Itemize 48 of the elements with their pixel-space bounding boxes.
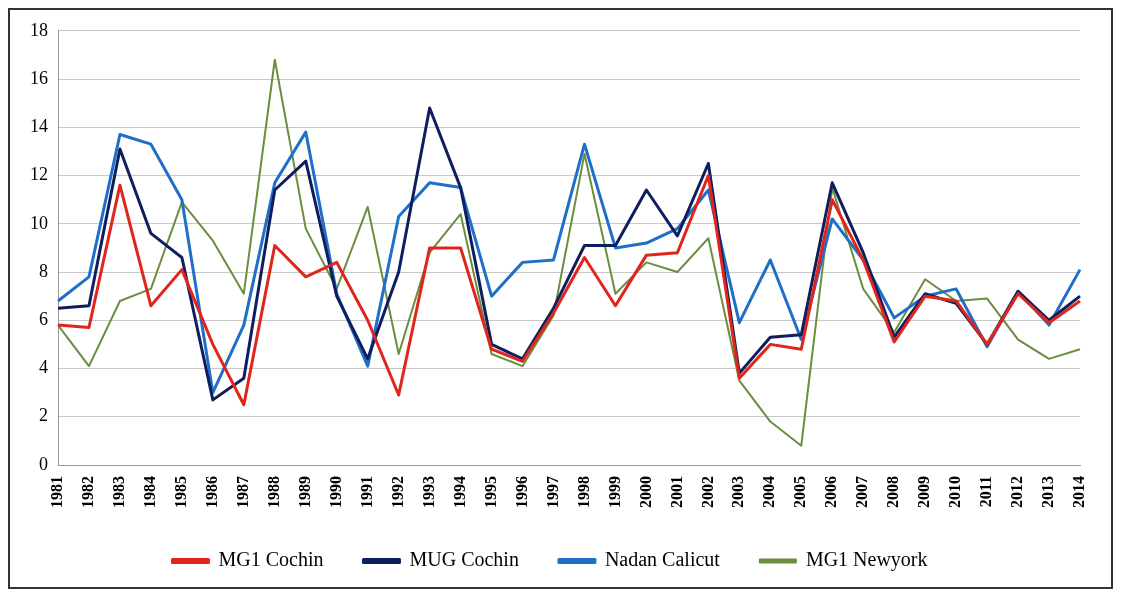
x-tick-label: 1987 [233,476,251,508]
x-tick-label: 2002 [698,476,716,508]
x-tick-label: 2000 [636,476,654,508]
x-tick-label: 1994 [450,476,468,508]
x-tick-label: 2009 [915,476,933,508]
y-tick-label: 12 [30,164,48,185]
y-tick-label: 10 [30,212,48,233]
x-tick-label: 1988 [264,476,282,508]
x-tick-label: 1999 [605,476,623,508]
x-tick-label: 2006 [822,476,840,508]
x-tick-label: 1995 [481,476,499,508]
y-tick-label: 0 [39,453,48,474]
x-tick-label: 1984 [141,476,159,508]
x-tick-label: 2005 [791,476,809,508]
y-tick-label: 6 [39,309,48,329]
x-tick-label: 2003 [729,476,747,508]
x-tick-label: 2001 [667,476,685,508]
y-tick-label: 8 [39,260,48,281]
x-tick-label: 1990 [326,476,344,508]
y-tick-label: 2 [39,405,48,426]
y-tick-label: 16 [30,67,48,88]
x-tick-label: 2010 [946,476,964,508]
x-tick-label: 1989 [295,476,313,508]
x-tick-label: 2011 [977,476,995,508]
x-tick-label: 2014 [1070,476,1088,508]
x-tick-label: 2013 [1039,476,1057,508]
x-tick-label: 2008 [884,476,902,508]
x-tick-label: 1986 [202,476,220,508]
x-tick-label: 2012 [1008,476,1026,508]
x-tick-label: 2007 [853,476,871,508]
x-tick-label: 1997 [543,476,561,508]
x-tick-label: 1983 [110,476,128,508]
x-tick-label: 1993 [419,476,437,508]
x-tick-label: 2004 [760,476,778,508]
x-tick-label: 1992 [388,476,406,508]
x-tick-label: 1996 [512,476,530,508]
y-tick-label: 4 [39,357,48,378]
legend-label: Nadan Calicut [604,548,721,571]
x-tick-label: 1985 [172,476,190,508]
y-tick-label: 18 [30,19,48,40]
legend-label: MG1 Newyork [805,548,928,572]
x-tick-label: 1998 [574,476,592,508]
x-tick-label: 1982 [79,476,97,508]
legend-label: MUG Cochin [409,548,519,571]
x-tick-label: 1991 [357,476,375,508]
legend-label: MG1 Cochin [218,548,324,571]
x-tick-label: 1981 [48,476,66,508]
y-tick-label: 14 [30,116,48,137]
